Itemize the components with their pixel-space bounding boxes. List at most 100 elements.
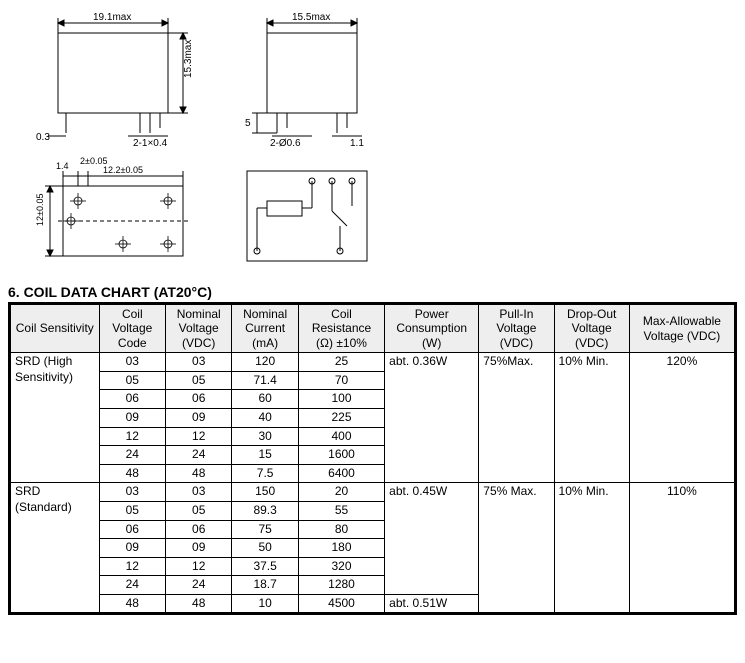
section-title: 6. COIL DATA CHART (AT20°C) [8, 284, 737, 300]
dim-label: 5 [245, 118, 251, 129]
nomi-cell: 75 [232, 520, 298, 539]
nomi-cell: 15 [232, 446, 298, 465]
nomv-cell: 48 [165, 594, 231, 613]
res-cell: 6400 [298, 464, 384, 483]
code-cell: 12 [99, 557, 165, 576]
col-dropout: Drop-Out Voltage (VDC) [554, 305, 629, 353]
code-cell: 03 [99, 353, 165, 372]
coil-table-wrap: Coil Sensitivity Coil Voltage Code Nomin… [8, 302, 737, 615]
dim-label: 15.5max [292, 12, 330, 23]
dim-label: 2-1×0.4 [133, 138, 168, 148]
res-cell: 1280 [298, 576, 384, 595]
code-cell: 48 [99, 594, 165, 613]
nomi-cell: 89.3 [232, 501, 298, 520]
code-cell: 05 [99, 501, 165, 520]
code-cell: 12 [99, 427, 165, 446]
dim-label: 12.2±0.05 [103, 165, 143, 175]
nomi-cell: 18.7 [232, 576, 298, 595]
code-cell: 24 [99, 446, 165, 465]
res-cell: 20 [298, 483, 384, 502]
nomi-cell: 150 [232, 483, 298, 502]
sensitivity-cell: SRD (Standard) [11, 483, 100, 613]
pullin-cell: 75%Max. [479, 353, 554, 483]
res-cell: 180 [298, 539, 384, 558]
nomv-cell: 09 [165, 539, 231, 558]
nomv-cell: 03 [165, 483, 231, 502]
nomi-cell: 30 [232, 427, 298, 446]
pullin-cell: 75% Max. [479, 483, 554, 613]
maxallow-cell: 120% [629, 353, 734, 483]
nomi-cell: 71.4 [232, 371, 298, 390]
power-cell: abt. 0.45W [385, 483, 479, 595]
col-nomi: Nominal Current (mA) [232, 305, 298, 353]
schematic-view [232, 156, 382, 276]
table-row: SRD (High Sensitivity)030312025abt. 0.36… [11, 353, 735, 372]
nomi-cell: 60 [232, 390, 298, 409]
col-code: Coil Voltage Code [99, 305, 165, 353]
front-view: 19.1max 15.3max 0.3 2-1×0.4 [8, 8, 208, 148]
dim-label: 15.3max [183, 40, 194, 78]
nomv-cell: 12 [165, 557, 231, 576]
power-cell: abt. 0.36W [385, 353, 479, 483]
nomv-cell: 09 [165, 408, 231, 427]
code-cell: 24 [99, 576, 165, 595]
nomv-cell: 24 [165, 576, 231, 595]
power-cell: abt. 0.51W [385, 594, 479, 613]
nomv-cell: 05 [165, 501, 231, 520]
res-cell: 80 [298, 520, 384, 539]
col-power: Power Consumption (W) [385, 305, 479, 353]
pcb-footprint: 1.4 2±0.05 12.2±0.05 12±0.05 [8, 156, 208, 276]
dim-label: 0.3 [36, 132, 50, 143]
side-view: 15.5max 5 2-Ø0.6 1.1 [232, 8, 402, 148]
col-maxallow: Max-Allowable Voltage (VDC) [629, 305, 734, 353]
res-cell: 4500 [298, 594, 384, 613]
nomi-cell: 37.5 [232, 557, 298, 576]
code-cell: 05 [99, 371, 165, 390]
nomv-cell: 24 [165, 446, 231, 465]
res-cell: 55 [298, 501, 384, 520]
code-cell: 06 [99, 520, 165, 539]
table-row: SRD (Standard)030315020abt. 0.45W75% Max… [11, 483, 735, 502]
dim-label: 2-Ø0.6 [270, 138, 301, 148]
coil-data-table: Coil Sensitivity Coil Voltage Code Nomin… [10, 304, 735, 613]
nomv-cell: 05 [165, 371, 231, 390]
dim-label: 1.4 [56, 161, 69, 171]
res-cell: 400 [298, 427, 384, 446]
res-cell: 225 [298, 408, 384, 427]
col-nomv: Nominal Voltage (VDC) [165, 305, 231, 353]
nomi-cell: 10 [232, 594, 298, 613]
header-row: Coil Sensitivity Coil Voltage Code Nomin… [11, 305, 735, 353]
res-cell: 1600 [298, 446, 384, 465]
nomi-cell: 50 [232, 539, 298, 558]
res-cell: 25 [298, 353, 384, 372]
table-body: SRD (High Sensitivity)030312025abt. 0.36… [11, 353, 735, 613]
col-sensitivity: Coil Sensitivity [11, 305, 100, 353]
col-res: Coil Resistance (Ω) ±10% [298, 305, 384, 353]
res-cell: 70 [298, 371, 384, 390]
code-cell: 03 [99, 483, 165, 502]
diagram-row-2: 1.4 2±0.05 12.2±0.05 12±0.05 [8, 156, 737, 276]
nomv-cell: 48 [165, 464, 231, 483]
code-cell: 09 [99, 408, 165, 427]
dropout-cell: 10% Min. [554, 483, 629, 613]
res-cell: 320 [298, 557, 384, 576]
dim-label: 19.1max [93, 12, 131, 23]
sensitivity-cell: SRD (High Sensitivity) [11, 353, 100, 483]
code-cell: 48 [99, 464, 165, 483]
nomv-cell: 12 [165, 427, 231, 446]
nomi-cell: 40 [232, 408, 298, 427]
dim-label: 12±0.05 [35, 194, 45, 226]
dropout-cell: 10% Min. [554, 353, 629, 483]
nomv-cell: 03 [165, 353, 231, 372]
nomi-cell: 7.5 [232, 464, 298, 483]
res-cell: 100 [298, 390, 384, 409]
nomv-cell: 06 [165, 390, 231, 409]
col-pullin: Pull-In Voltage (VDC) [479, 305, 554, 353]
code-cell: 09 [99, 539, 165, 558]
diagram-row-1: 19.1max 15.3max 0.3 2-1×0.4 [8, 8, 737, 148]
nomv-cell: 06 [165, 520, 231, 539]
code-cell: 06 [99, 390, 165, 409]
diagrams-area: 19.1max 15.3max 0.3 2-1×0.4 [8, 8, 737, 276]
nomi-cell: 120 [232, 353, 298, 372]
maxallow-cell: 110% [629, 483, 734, 613]
